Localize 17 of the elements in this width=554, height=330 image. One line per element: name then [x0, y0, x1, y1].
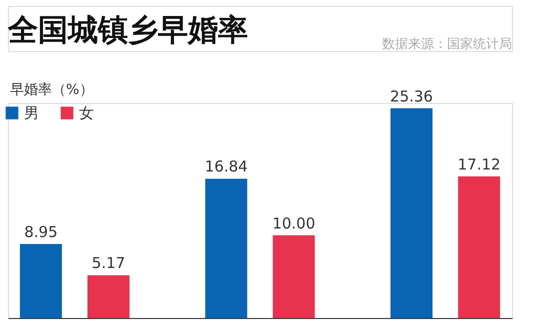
bar — [458, 176, 500, 318]
bar — [390, 108, 433, 318]
bar — [20, 244, 62, 318]
y-axis-title: 早婚率（%） — [10, 82, 94, 98]
data-label: 16.84 — [204, 158, 248, 176]
legend-label: 女 — [79, 104, 94, 122]
data-label: 25.36 — [390, 87, 433, 106]
data-label: 17.12 — [458, 155, 501, 174]
data-label: 5.17 — [92, 254, 126, 272]
bar — [205, 178, 248, 318]
source-note: 数据来源：国家统计局 — [382, 36, 512, 52]
data-label: 10.00 — [272, 214, 316, 232]
data-label: 8.95 — [24, 222, 58, 241]
legend-label: 男 — [24, 104, 39, 122]
bar — [87, 275, 130, 318]
chart-title: 全国城镇乡早婚率 — [7, 13, 248, 48]
bar — [272, 235, 315, 318]
